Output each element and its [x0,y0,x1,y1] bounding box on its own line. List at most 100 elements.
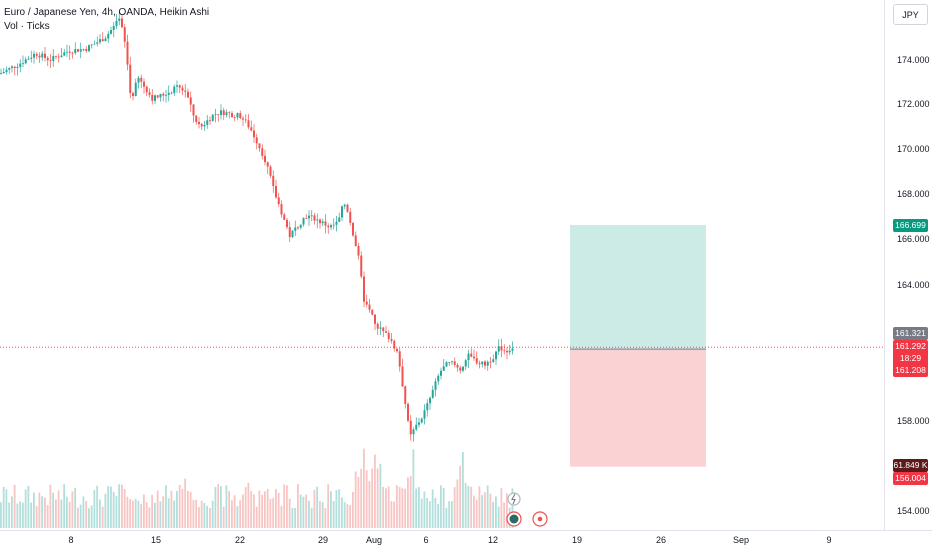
volume-bar [46,505,49,528]
candle-body [478,363,481,365]
volume-bar [324,508,327,528]
volume-bar [305,494,308,528]
volume-bar [451,501,453,528]
volume-bar [244,487,247,528]
volume-bar [228,491,231,528]
stop-loss-zone[interactable] [570,349,706,467]
candle-body [511,348,514,351]
candle-body [255,137,258,144]
candle-body [269,166,272,176]
volume-bar [308,500,310,528]
volume-bar [55,499,57,528]
candle-body [244,119,247,121]
candle-body [261,148,264,156]
volume-bar [85,501,88,528]
record-icon[interactable] [532,511,548,527]
candle-body [280,204,283,215]
candle-body [93,43,96,45]
candlestick-series[interactable] [0,11,514,442]
candle-body [11,66,13,69]
bar-replay-icon[interactable] [506,511,522,527]
volume-bar [396,485,398,528]
volume-bar [93,489,96,528]
volume-bar [338,489,341,528]
volume-bar [90,505,93,528]
volume-bar [165,485,167,528]
price-tick: 174.000 [897,55,930,65]
volume-bar [173,500,176,528]
candle-body [57,56,60,58]
volume-bar [115,496,118,528]
volume-bar [176,491,178,528]
volume-bar [409,476,412,528]
volume-indicator-label[interactable]: Vol · Ticks [4,21,50,32]
volume-bar [448,501,451,528]
candle-body [288,227,291,238]
volume-bar [497,506,500,528]
candle-body [500,346,503,351]
volume-bar [343,502,346,528]
candle-body [148,92,151,95]
price-tick: 170.000 [897,144,930,154]
candle-body [451,361,453,363]
volume-bar [66,496,68,528]
price-tick: 154.000 [897,506,930,516]
candle-body [143,81,145,87]
symbol-title[interactable]: Euro / Japanese Yen, 4h, OANDA, Heikin A… [4,7,210,18]
time-tick: 29 [317,535,329,545]
candle-body [363,276,365,302]
volume-bar [445,507,448,528]
candle-body [0,73,2,74]
candle-body [379,327,382,329]
candle-body [2,71,5,74]
volume-bar [379,463,382,528]
volume-bar [420,498,423,528]
volume-bar [294,508,297,528]
candle-body [376,323,379,329]
volume-bar [239,500,242,528]
volume-bar [368,481,371,528]
volume-bar [288,498,291,528]
candle-body [371,309,374,315]
volume-bar [129,499,132,528]
volume-bar [99,499,101,528]
flash-icon[interactable] [507,492,521,506]
candle-body [294,227,297,231]
volume-bar [24,489,27,528]
candle-body [211,114,214,121]
volume-bar [283,484,286,528]
volume-bar [203,502,206,528]
volume-bar [387,486,390,528]
volume-bar [198,506,200,528]
volume-bar [2,486,5,528]
volume-bar [178,484,181,528]
time-tick: 26 [655,535,667,545]
candle-body [456,364,459,368]
volume-bar [302,496,305,528]
volume-bar [478,486,481,528]
candle-body [22,63,24,65]
candle-body [159,93,162,98]
volume-bar [426,498,429,528]
candle-body [156,95,159,98]
currency-button[interactable]: JPY [893,4,928,25]
candle-body [44,53,46,58]
candle-body [115,20,118,26]
candle-body [497,346,500,352]
candle-body [55,55,57,57]
candle-body [137,77,140,83]
volume-bar [143,494,145,528]
volume-bar [60,499,63,528]
volume-bar [71,491,74,528]
volume-bar [272,498,275,528]
candle-body [173,86,176,94]
candle-body [13,66,16,68]
crosshair-price-badge: 161.321 [893,327,928,340]
take-profit-zone[interactable] [570,225,706,350]
candle-body [121,18,123,28]
volume-bar [101,506,104,528]
time-tick: 22 [234,535,246,545]
volume-bar [192,499,195,528]
candle-body [382,327,385,332]
